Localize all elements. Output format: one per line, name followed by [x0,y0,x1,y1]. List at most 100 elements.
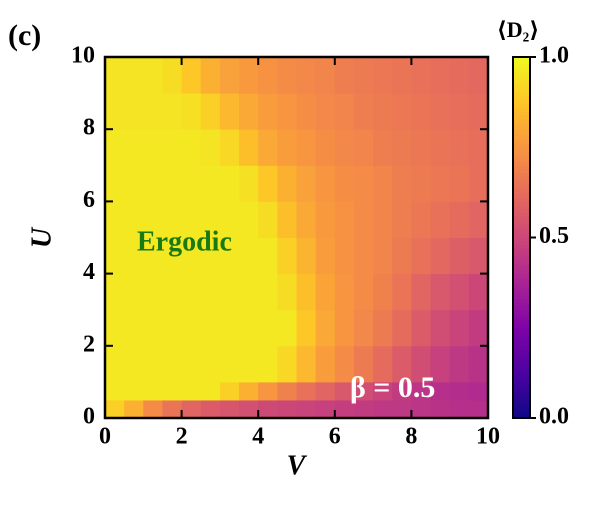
heatmap-cell [373,345,393,383]
heatmap-cell [411,165,432,202]
y-tick-label: 0 [83,404,95,430]
heatmap-cell [411,399,432,419]
colorbar-step [513,273,530,278]
heatmap-cell [143,381,163,401]
heatmap-cell [181,129,202,166]
heatmap-cell [143,129,163,166]
heatmap-cell [200,57,221,94]
heatmap-cell [143,93,163,130]
colorbar-step [513,183,530,188]
colorbar-step [513,414,530,419]
heatmap-cell [373,381,393,401]
heatmap-cell [200,129,221,166]
colorbar-step [513,201,530,206]
heatmap-cell [334,201,355,238]
colorbar-step [513,154,530,159]
heatmap-cell [219,381,240,401]
heatmap-cell [430,165,451,202]
heatmap-cell [181,273,202,311]
heatmap-cell [449,93,470,130]
y-tick-label: 6 [83,187,95,213]
colorbar-step [513,338,530,343]
heatmap-cell [296,57,317,94]
colorbar-step [513,143,530,148]
heatmap-cell [258,201,278,238]
heatmap-cell [124,381,144,401]
heatmap-cell [277,129,297,166]
heatmap-cell [296,93,317,130]
heatmap-cell [124,201,144,238]
colorbar-step [513,363,530,368]
heatmap-cell [162,237,183,275]
colorbar-step [513,140,530,145]
heatmap-cell [124,309,144,347]
colorbar-step [513,316,530,322]
heatmap-cell [239,273,259,311]
colorbar-step [513,331,530,336]
heatmap-cell [277,345,297,383]
heatmap-cell [296,129,317,166]
heatmap-cell [468,399,489,419]
heatmap-cell [411,237,432,275]
heatmap-cell [162,381,183,401]
heatmap-cell [353,201,374,238]
colorbar-step [513,259,530,264]
heatmap-cell [277,93,297,130]
heatmap-cell [258,273,278,311]
heatmap-cell [392,381,412,401]
heatmap-cell [277,201,297,238]
heatmap-cell [124,237,144,275]
colorbar-step [513,295,530,300]
heatmap-cell [239,57,259,94]
heatmap-cell [181,381,202,401]
colorbar-step [513,251,530,257]
colorbar: 0.0 0.5 1.0 [512,43,569,430]
heatmap-cell [430,57,451,94]
colorbar-step [513,385,530,390]
heatmap-cell [143,201,163,238]
heatmap-cell [468,273,489,311]
heatmap-cell [239,345,259,383]
colorbar-step [513,237,530,242]
heatmap-cell [219,165,240,202]
heatmap-cell [468,201,489,238]
heatmap-cell [315,201,336,238]
heatmap-cell [353,57,374,94]
heatmap-cell [258,237,278,275]
heatmap-cell [373,201,393,238]
heatmap-cell [162,399,183,419]
heatmap-cell [143,273,163,311]
heatmap-cell [315,273,336,311]
heatmap-cell [162,201,183,238]
heatmap-cell [449,399,470,419]
heatmap-cell [277,165,297,202]
heatmap-cell [411,57,432,94]
heatmap-cell [392,165,412,202]
heatmap-cell [373,237,393,275]
y-tick-label: 4 [83,259,95,285]
heatmap-cell [353,309,374,347]
heatmap-cell [449,57,470,94]
colorbar-step [513,67,530,72]
heatmap-cell [334,93,355,130]
heatmap-cell [258,309,278,347]
heatmap-cell [449,201,470,238]
colorbar-step [513,111,530,116]
heatmap-cell [315,237,336,275]
x-tick-label: 0 [99,424,111,450]
colorbar-step [513,248,530,253]
heatmap-cell [296,201,317,238]
heatmap-cell [258,165,278,202]
colorbar-step [513,93,530,98]
heatmap-cell [373,57,393,94]
colorbar-step [513,107,530,112]
heatmap-cell [373,273,393,311]
colorbar-step [513,165,530,170]
heatmap-cell [277,273,297,311]
heatmap-cell [143,345,163,383]
y-tick-label: 2 [83,331,95,357]
heatmap-cell [373,129,393,166]
heatmap-cell [200,165,221,202]
heatmap-cell [430,273,451,311]
plot-frame [103,55,490,420]
